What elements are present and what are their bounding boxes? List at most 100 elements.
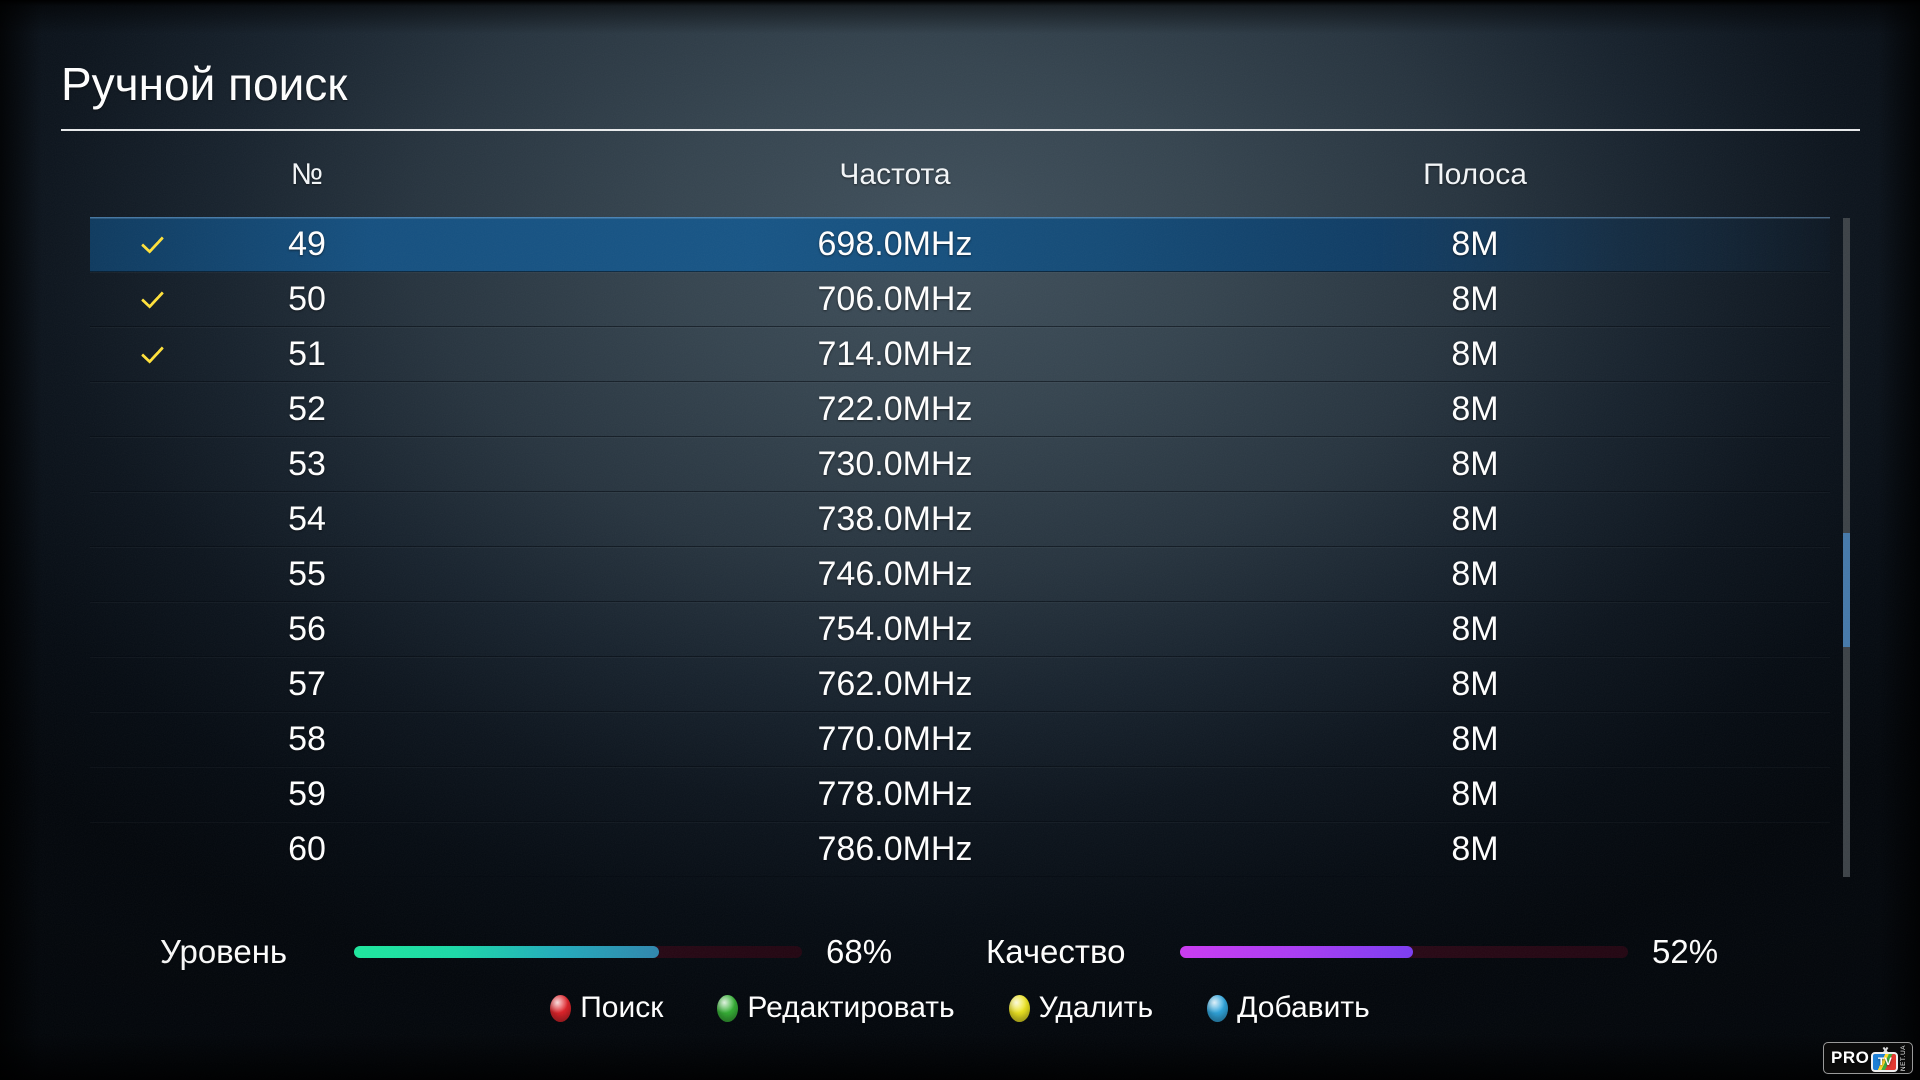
row-bandwidth: 8M [1451,389,1499,428]
color-dot-icon [1008,994,1030,1022]
row-check-cell [90,775,214,814]
row-bandwidth: 8M [1451,279,1499,318]
column-header-number: № [290,157,324,191]
row-frequency: 786.0MHz [817,829,973,868]
row-check-cell [90,280,214,319]
signal-meters: Уровень 68% Качество 52% [0,930,1920,974]
tv-screen: TV [1871,1051,1899,1072]
legend-label: Удалить [1038,991,1154,1024]
row-frequency: 738.0MHz [817,499,973,538]
tv-icon: TV [1871,1045,1899,1072]
row-number: 58 [288,719,326,758]
row-bandwidth: 8M [1451,499,1499,538]
row-number: 50 [288,279,326,318]
legend-item[interactable]: Редактировать [717,991,955,1025]
table-row[interactable]: 54 738.0MHz 8M [90,492,1830,547]
row-number: 53 [288,444,326,483]
meter-fill [1180,946,1413,958]
row-check-cell [90,720,214,759]
row-number: 59 [288,774,326,813]
row-bandwidth: 8M [1451,719,1499,758]
meter-label: Качество [986,933,1126,970]
table-row[interactable]: 53 730.0MHz 8M [90,437,1830,492]
legend-label: Добавить [1237,991,1370,1024]
row-bandwidth: 8M [1451,609,1499,648]
row-frequency: 754.0MHz [817,609,973,648]
color-dot-icon [550,994,572,1022]
row-number: 56 [288,609,326,648]
row-number: 60 [288,829,326,868]
legend-item[interactable]: Поиск [550,991,663,1025]
channel-table: 49 698.0MHz 8M 50 706.0MHz 8M 51 714.0MH… [90,217,1830,877]
row-frequency: 730.0MHz [817,444,973,483]
row-number: 55 [288,554,326,593]
column-header-frequency: Частота [839,157,951,191]
row-frequency: 778.0MHz [817,774,973,813]
row-bandwidth: 8M [1451,664,1499,703]
row-frequency: 714.0MHz [817,334,973,373]
title-divider [61,129,1860,131]
row-frequency: 746.0MHz [817,554,973,593]
row-number: 51 [288,334,326,373]
table-row[interactable]: 52 722.0MHz 8M [90,382,1830,437]
logo-text-pro: PRO [1831,1048,1870,1067]
table-row[interactable]: 58 770.0MHz 8M [90,712,1830,767]
row-check-cell [90,555,214,594]
legend-label: Поиск [580,991,664,1024]
protv-logo: PRO TV NET.UA [1823,1042,1913,1074]
signal-meter: Качество 52% [986,930,1718,974]
row-number: 52 [288,389,326,428]
page-title: Ручной поиск [61,58,348,110]
row-check-cell [90,225,214,264]
row-frequency: 762.0MHz [817,664,973,703]
row-check-cell [90,335,214,374]
row-bandwidth: 8M [1451,774,1499,813]
table-row[interactable]: 50 706.0MHz 8M [90,272,1830,327]
legend-label: Редактировать [747,991,955,1024]
color-dot-icon [1207,994,1229,1022]
row-check-cell [90,500,214,539]
legend-item[interactable]: Добавить [1207,991,1370,1025]
check-icon [140,339,164,364]
table-row[interactable]: 59 778.0MHz 8M [90,767,1830,822]
row-bandwidth: 8M [1451,334,1499,373]
meter-bar [1180,946,1628,958]
meter-label: Уровень [160,933,288,970]
row-frequency: 722.0MHz [817,389,973,428]
table-row[interactable]: 56 754.0MHz 8M [90,602,1830,657]
scrollbar-thumb[interactable] [1843,533,1850,647]
row-bandwidth: 8M [1451,444,1499,483]
meter-value: 52% [1652,933,1719,970]
table-header: № Частота Полоса [90,132,1830,217]
row-bandwidth: 8M [1451,829,1499,868]
row-frequency: 698.0MHz [817,225,973,263]
row-check-cell [90,665,214,704]
table-row[interactable]: 57 762.0MHz 8M [90,657,1830,712]
row-check-cell [90,830,214,869]
meter-fill [354,946,659,958]
row-frequency: 770.0MHz [817,719,973,758]
logo-text-suffix: NET.UA [1900,1044,1908,1072]
check-icon [140,284,164,309]
table-row[interactable]: 60 786.0MHz 8M [90,822,1830,877]
meter-bar [354,946,802,958]
table-row[interactable]: 49 698.0MHz 8M [90,217,1830,272]
row-bandwidth: 8M [1451,225,1499,263]
table-row[interactable]: 51 714.0MHz 8M [90,327,1830,382]
row-number: 49 [288,225,326,263]
logo-text-tv: TV [1877,1055,1892,1068]
row-check-cell [90,610,214,649]
column-header-bandwidth: Полоса [1423,157,1527,191]
table-row[interactable]: 55 746.0MHz 8M [90,547,1830,602]
row-number: 54 [288,499,326,538]
signal-meter: Уровень 68% [160,930,892,974]
row-check-cell [90,390,214,429]
color-dot-icon [717,994,739,1022]
color-key-legend: Поиск Редактировать Удалить Добавить [0,988,1920,1028]
legend-item[interactable]: Удалить [1008,991,1154,1025]
meter-value: 68% [826,933,893,970]
row-frequency: 706.0MHz [817,279,973,318]
row-check-cell [90,445,214,484]
scrollbar-track [1843,218,1850,877]
